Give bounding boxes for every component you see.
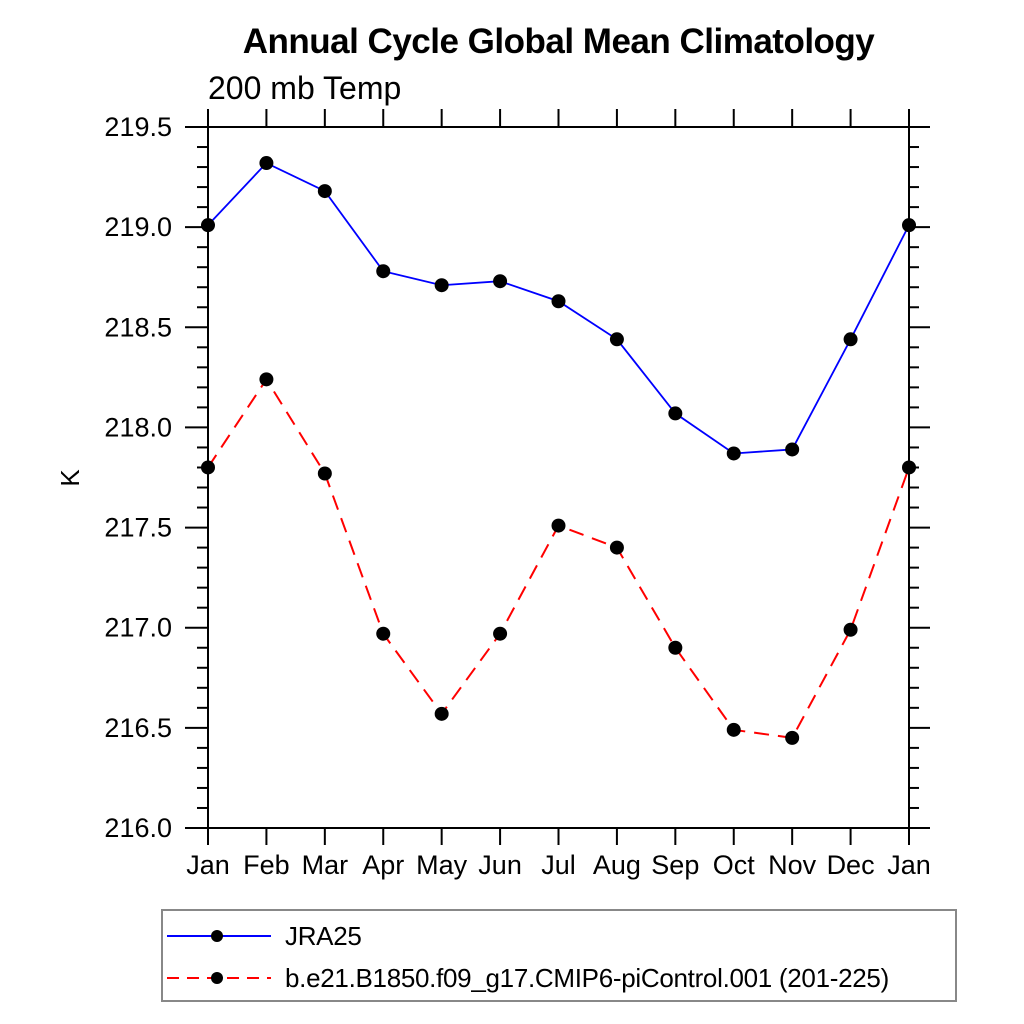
data-point-marker xyxy=(785,442,800,457)
data-point-marker xyxy=(376,264,391,279)
data-point-marker xyxy=(785,730,800,745)
data-point-marker xyxy=(493,626,508,641)
x-tick-label: Jul xyxy=(541,850,576,880)
x-tick-label: Aug xyxy=(593,850,641,880)
data-point-marker xyxy=(259,156,274,171)
y-tick-label: 217.0 xyxy=(104,613,172,643)
y-tick-label: 219.0 xyxy=(104,212,172,242)
x-tick-label: Jan xyxy=(887,850,931,880)
data-point-marker xyxy=(493,274,508,289)
x-tick-label: Dec xyxy=(827,850,875,880)
legend-row-jra25: JRA25 xyxy=(163,915,955,957)
y-tick-label: 219.5 xyxy=(104,112,172,142)
data-point-marker xyxy=(668,640,683,655)
x-tick-label: Sep xyxy=(651,850,699,880)
legend-box: JRA25 b.e21.B1850.f09_g17.CMIP6-piContro… xyxy=(161,909,957,1002)
data-point-marker xyxy=(668,406,683,421)
x-tick-label: Jan xyxy=(186,850,230,880)
x-tick-label: Jun xyxy=(478,850,522,880)
data-point-marker xyxy=(376,626,391,641)
x-tick-label: Oct xyxy=(713,850,756,880)
y-tick-label: 218.5 xyxy=(104,312,172,342)
data-point-marker xyxy=(551,518,566,533)
plot-frame xyxy=(207,126,910,829)
x-tick-label: Mar xyxy=(302,850,349,880)
data-point-marker xyxy=(726,446,741,461)
data-point-marker xyxy=(201,218,215,233)
legend-line-sample-model xyxy=(167,972,271,984)
data-point-marker xyxy=(726,722,741,737)
chart-title: Annual Cycle Global Mean Climatology xyxy=(242,22,875,61)
legend-label-jra25: JRA25 xyxy=(285,920,362,951)
series-line-1 xyxy=(207,377,910,739)
y-tick-label: 218.0 xyxy=(104,412,172,442)
data-point-marker xyxy=(902,460,916,475)
series-lines xyxy=(207,161,910,739)
x-tick-label: Apr xyxy=(362,850,404,880)
data-point-marker xyxy=(843,622,858,637)
legend-row-model: b.e21.B1850.f09_g17.CMIP6-piControl.001 … xyxy=(163,957,955,999)
series-markers xyxy=(201,156,916,745)
x-tick-label: May xyxy=(416,850,468,880)
legend-label-model: b.e21.B1850.f09_g17.CMIP6-piControl.001 … xyxy=(285,962,889,993)
series-line-0 xyxy=(207,161,910,455)
data-point-marker xyxy=(201,460,215,475)
data-point-marker xyxy=(843,332,858,347)
data-point-marker xyxy=(902,218,916,233)
chart-subtitle: 200 mb Temp xyxy=(208,70,402,106)
axis-ticks xyxy=(185,109,930,845)
data-point-marker xyxy=(259,372,274,387)
data-point-marker xyxy=(317,466,332,481)
y-tick-label: 217.5 xyxy=(104,513,172,543)
y-tick-label: 216.5 xyxy=(104,713,172,743)
x-tick-label: Nov xyxy=(768,850,817,880)
legend-line-sample-jra25 xyxy=(167,930,271,942)
x-tick-label: Feb xyxy=(243,850,290,880)
data-point-marker xyxy=(434,278,449,293)
axis-tick-labels: 216.0 216.5 217.0 217.5 218.0 218.5 219.0 219.5… xyxy=(104,112,930,880)
data-point-marker xyxy=(551,294,566,309)
data-point-marker xyxy=(609,540,624,555)
data-point-marker xyxy=(609,332,624,347)
y-tick-label: 216.0 xyxy=(104,813,172,843)
data-point-marker xyxy=(317,184,332,199)
data-point-marker xyxy=(434,706,449,721)
